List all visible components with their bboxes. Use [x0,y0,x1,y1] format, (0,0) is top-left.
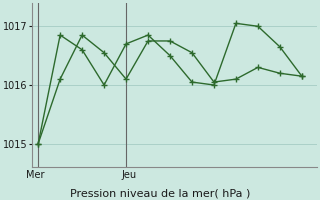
Text: Mer: Mer [26,170,44,180]
Text: Pression niveau de la mer( hPa ): Pression niveau de la mer( hPa ) [70,188,250,198]
Text: Jeu: Jeu [122,170,137,180]
